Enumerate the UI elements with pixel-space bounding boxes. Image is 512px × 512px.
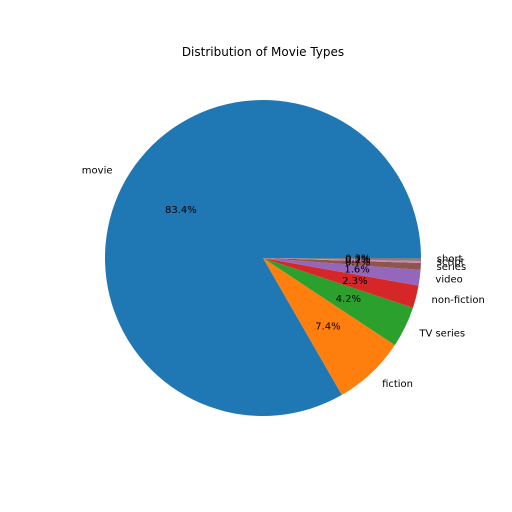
pct-tv-series: 4.2% (336, 294, 361, 305)
pie-slices (105, 100, 421, 417)
slice-series (263, 258, 421, 270)
pct-short: 0.3% (345, 253, 370, 264)
slice-video (263, 258, 421, 286)
chart-title: Distribution of Movie Types (182, 45, 344, 59)
pct-non-fiction: 2.3% (342, 276, 367, 287)
slice-script (263, 258, 421, 263)
label-series: series (437, 262, 467, 273)
slice-tv-series (263, 258, 413, 346)
pie-labels: movie 83.4% fiction 7.4% TV series 4.2% non-fi… (82, 166, 485, 391)
pct-fiction: 7.4% (315, 322, 340, 333)
label-short: short (437, 254, 463, 265)
label-fiction: fiction (382, 379, 413, 390)
slice-movie (105, 100, 421, 417)
pct-video: 1.6% (344, 264, 369, 275)
pct-movie: 83.4% (165, 205, 197, 216)
pct-script: 0.2% (345, 255, 370, 266)
slice-non-fiction (263, 258, 419, 308)
slice-fiction (263, 258, 395, 395)
label-non-fiction: non-fiction (431, 295, 484, 306)
label-video: video (435, 274, 462, 285)
label-tv-series: TV series (418, 328, 465, 339)
label-script: script (437, 257, 465, 268)
pct-series: 0.7% (345, 258, 370, 269)
label-movie: movie (82, 166, 113, 177)
slice-short (263, 258, 421, 261)
